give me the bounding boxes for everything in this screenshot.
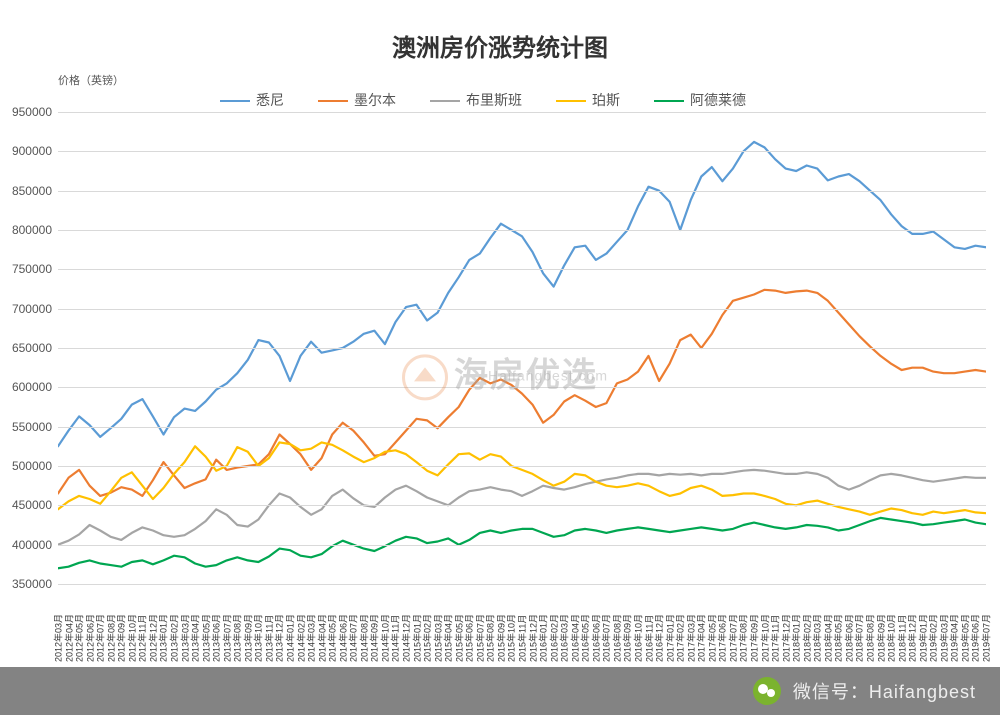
footer-overlay: 微信号：Haifangbest [0, 667, 1000, 715]
legend-swatch [654, 100, 684, 102]
gridline [58, 230, 986, 231]
footer-label: 微信号：Haifangbest [793, 678, 976, 704]
legend-item: 阿德莱德 [654, 90, 746, 110]
house-icon [402, 354, 448, 400]
legend-label: 阿德莱德 [690, 92, 746, 108]
gridline [58, 466, 986, 467]
ytick-label: 500000 [12, 459, 58, 473]
ytick-label: 750000 [12, 262, 58, 276]
legend-item: 布里斯班 [430, 90, 522, 110]
series-line [58, 518, 986, 568]
chart-legend: 悉尼 墨尔本 布里斯班 珀斯 阿德莱德 [0, 90, 1000, 110]
ytick-label: 700000 [12, 302, 58, 316]
wechat-icon [753, 677, 781, 705]
legend-item: 墨尔本 [318, 90, 396, 110]
ytick-label: 850000 [12, 184, 58, 198]
gridline [58, 584, 986, 585]
gridline [58, 269, 986, 270]
legend-swatch [318, 100, 348, 102]
ytick-label: 800000 [12, 223, 58, 237]
y-axis-title: 价格（英镑） [58, 72, 124, 88]
gridline [58, 191, 986, 192]
ytick-label: 900000 [12, 144, 58, 158]
gridline [58, 112, 986, 113]
ytick-label: 350000 [12, 577, 58, 591]
legend-label: 悉尼 [256, 92, 284, 108]
xtick-label: 2019年07月 [980, 614, 993, 662]
ytick-label: 400000 [12, 538, 58, 552]
chart-title: 澳洲房价涨势统计图 [0, 28, 1000, 63]
legend-swatch [220, 100, 250, 102]
legend-label: 墨尔本 [354, 92, 396, 108]
gridline [58, 545, 986, 546]
watermark-domain: Haifangbest.com [488, 367, 608, 383]
chart-container: 澳洲房价涨势统计图 价格（英镑） 悉尼墨尔本布里斯班珀斯阿德莱德 2012年03… [0, 0, 1000, 715]
legend-label: 布里斯班 [466, 92, 522, 108]
series-line [58, 470, 986, 545]
series-line [58, 442, 986, 514]
ytick-label: 600000 [12, 380, 58, 394]
gridline [58, 505, 986, 506]
legend-item: 悉尼 [220, 90, 284, 110]
ytick-label: 450000 [12, 498, 58, 512]
legend-label: 珀斯 [592, 92, 620, 108]
gridline [58, 309, 986, 310]
legend-swatch [430, 100, 460, 102]
gridline [58, 151, 986, 152]
ytick-label: 950000 [12, 105, 58, 119]
legend-item: 珀斯 [556, 90, 620, 110]
series-line [58, 142, 986, 446]
gridline [58, 427, 986, 428]
ytick-label: 550000 [12, 420, 58, 434]
legend-swatch [556, 100, 586, 102]
ytick-label: 650000 [12, 341, 58, 355]
